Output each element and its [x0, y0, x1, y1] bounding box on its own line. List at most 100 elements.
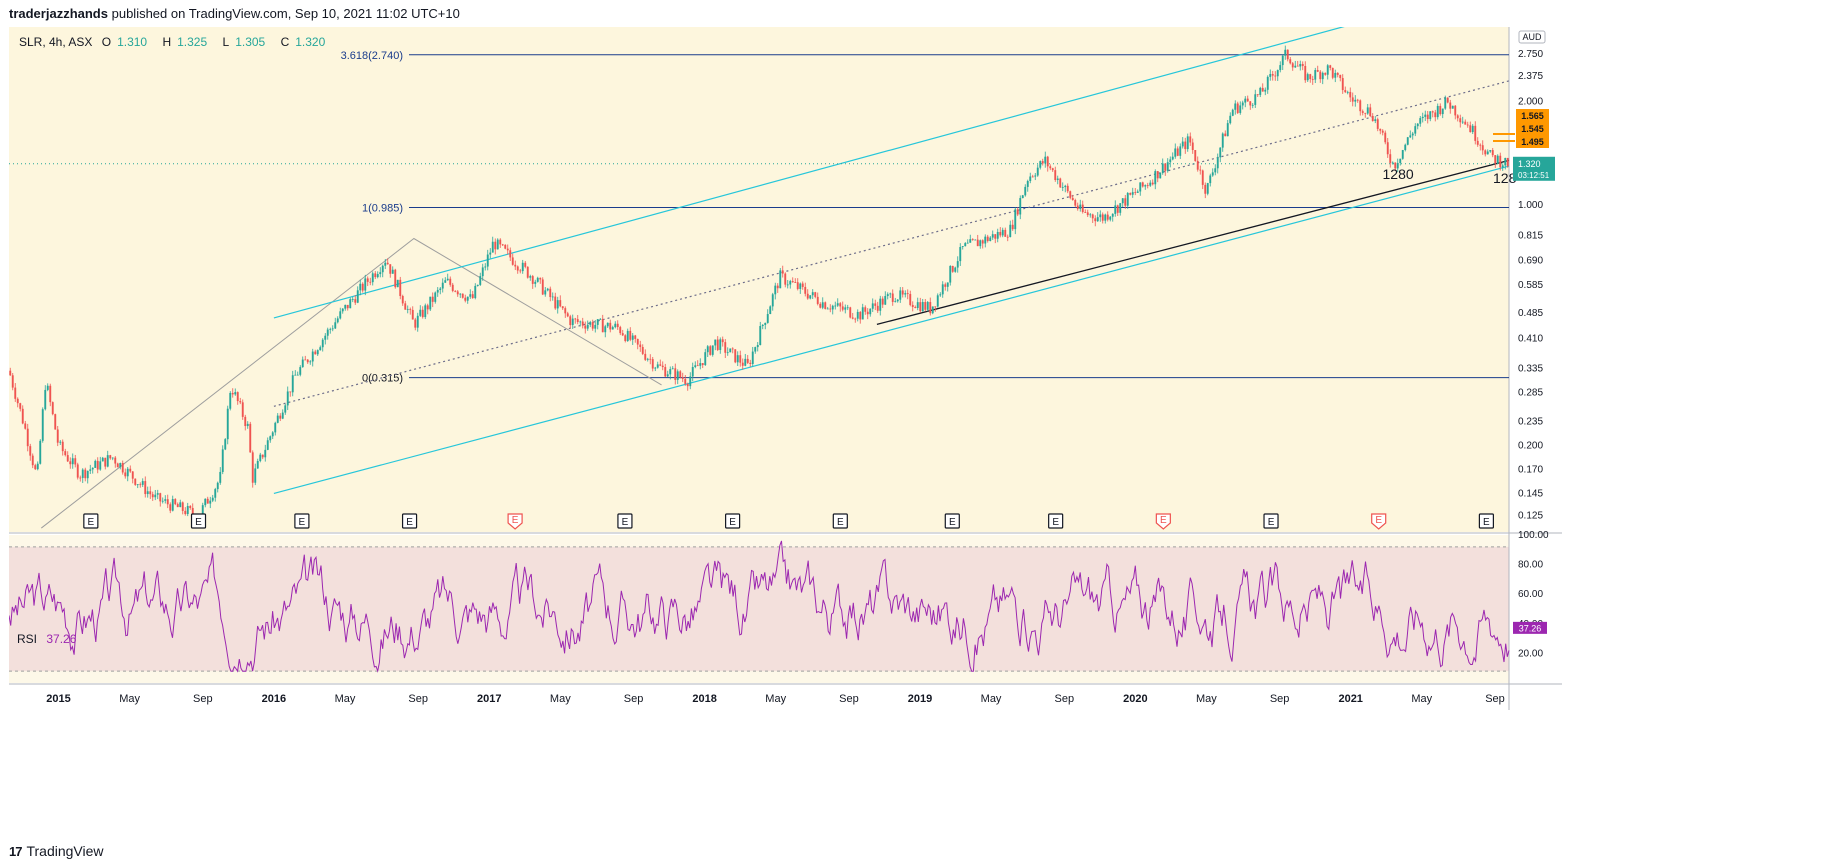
candle-body [249, 423, 252, 453]
candle-body [1311, 79, 1314, 80]
candle-body [304, 359, 307, 361]
symbol-label[interactable]: SLR, 4h, ASX [19, 35, 93, 49]
brand-name[interactable]: TradingView [26, 843, 104, 859]
candle [804, 282, 807, 297]
candle-body [1429, 111, 1432, 120]
candle [886, 292, 889, 300]
candle-body [1194, 150, 1197, 161]
candle [471, 290, 474, 299]
earnings-marker[interactable]: E [832, 513, 848, 529]
candle-body [14, 387, 17, 399]
last-price-badge[interactable] [1513, 156, 1555, 181]
candle [1416, 123, 1419, 130]
candle-body [404, 303, 407, 310]
candle [914, 305, 917, 309]
alert-price-badge[interactable] [1516, 135, 1549, 148]
candle-body [329, 328, 332, 330]
earnings-marker[interactable]: E [1048, 513, 1064, 529]
currency-badge[interactable]: AUD [1518, 30, 1546, 44]
candle-body [969, 239, 972, 243]
candle [629, 327, 632, 342]
candle-body [411, 309, 414, 320]
earnings-box-icon [1263, 513, 1279, 529]
author-name[interactable]: traderjazzhands [9, 6, 108, 21]
candle [681, 372, 684, 383]
candle [924, 299, 927, 312]
earnings-marker[interactable]: E [294, 513, 310, 529]
earnings-marker[interactable]: E [507, 513, 523, 530]
candle [769, 305, 772, 315]
candle-body [1116, 205, 1119, 213]
candle-body [446, 278, 449, 281]
candle [601, 314, 604, 333]
candle [149, 486, 152, 499]
earnings-marker[interactable]: E [401, 513, 418, 529]
candle-body [1064, 185, 1067, 188]
candle [1349, 87, 1352, 102]
candle [831, 304, 834, 315]
candle [1146, 182, 1149, 189]
earnings-marker[interactable]: E [1155, 513, 1171, 530]
candle-body [79, 477, 82, 479]
candle-body [44, 389, 47, 410]
tradingview-logo-icon[interactable]: 17 [9, 843, 23, 859]
candle [1391, 161, 1394, 165]
candle-body [176, 504, 179, 508]
earnings-marker[interactable]: E [1263, 513, 1279, 529]
candle-body [1051, 168, 1054, 171]
candle-body [1381, 130, 1384, 133]
candle [644, 349, 647, 361]
alert-price-badge[interactable] [1516, 122, 1549, 135]
rsi-label[interactable]: RSI [17, 632, 38, 646]
candle-body [974, 239, 977, 241]
candle-body [686, 383, 689, 387]
chart-canvas[interactable]: 3.618(2.740) 1(0.985) 0(0.315) 1280 128 E E E E E… [9, 27, 1834, 839]
candle-body [511, 257, 514, 265]
candle-body [324, 335, 327, 340]
candle-body [236, 392, 239, 402]
alert-price-badge[interactable] [1516, 109, 1549, 122]
candle-body [941, 284, 944, 295]
candle-body [386, 262, 389, 265]
candle-body [1019, 198, 1022, 215]
candle [664, 363, 667, 378]
candle-body [1356, 99, 1359, 101]
candle [1151, 179, 1154, 186]
earnings-marker[interactable]: E [190, 513, 207, 529]
candle-body [1339, 74, 1342, 79]
candle [1331, 67, 1334, 80]
candle [1479, 143, 1482, 151]
candle [351, 296, 354, 303]
candle [619, 325, 622, 336]
candle [561, 306, 564, 310]
candle [546, 287, 549, 292]
candle-body [724, 342, 727, 353]
candle-body [1439, 105, 1442, 115]
candle [304, 355, 307, 361]
candle-body [106, 455, 109, 467]
candle-body [586, 324, 589, 329]
candle-body [611, 327, 614, 330]
candle-body [746, 358, 749, 363]
earnings-marker[interactable]: E [944, 513, 960, 529]
candle-body [174, 499, 177, 505]
candle [254, 463, 257, 486]
candle-body [1046, 156, 1049, 167]
candle [736, 351, 739, 366]
candle-body [354, 299, 357, 303]
candle [1289, 56, 1292, 65]
earnings-marker[interactable]: E [83, 513, 99, 529]
candle-body [86, 470, 89, 479]
candle-body [1269, 74, 1272, 77]
candle-body [869, 308, 872, 315]
candle-body [496, 239, 499, 250]
candle [1019, 195, 1022, 220]
earnings-marker[interactable]: E [1478, 513, 1494, 529]
earnings-marker[interactable]: E [1371, 513, 1387, 530]
earnings-marker[interactable]: E [725, 513, 741, 529]
candle-body [999, 231, 1002, 236]
price-axis-tick: 0.335 [1518, 363, 1543, 374]
candle-body [441, 282, 444, 289]
candle [459, 293, 462, 298]
earnings-marker[interactable]: E [617, 513, 633, 529]
